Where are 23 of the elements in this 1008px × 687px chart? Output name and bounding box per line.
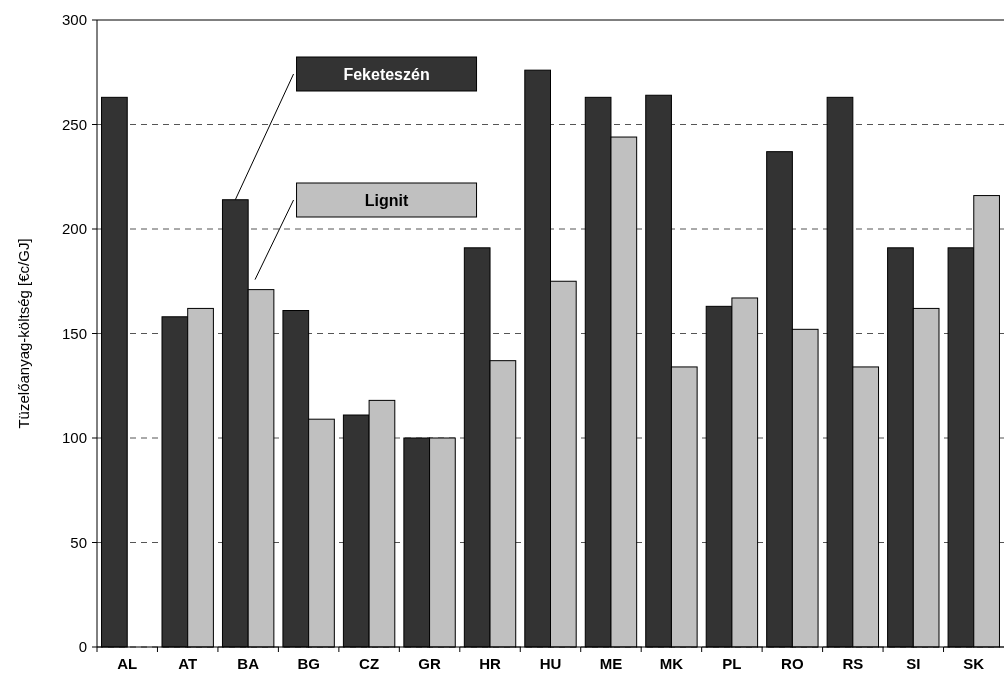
y-tick-label: 100: [61, 429, 87, 447]
x-tick-label: AT: [178, 655, 198, 672]
y-axis-title: Tüzelőanyag-költség [€c/GJ]: [15, 238, 32, 429]
x-tick-label: GR: [418, 655, 441, 672]
x-tick-label: AL: [117, 655, 138, 672]
x-tick-label: SK: [963, 655, 985, 672]
x-tick-label: CZ: [359, 655, 380, 672]
y-tick-label: 200: [61, 220, 87, 238]
x-tick-label: BG: [297, 655, 320, 672]
y-tick-label: 300: [61, 11, 87, 29]
y-tick-label: 250: [61, 115, 87, 133]
x-tick-label: MK: [659, 655, 684, 672]
x-tick-label: BA: [237, 655, 260, 672]
y-tick-label: 150: [61, 324, 87, 342]
y-tick-label: 50: [70, 533, 87, 551]
x-tick-label: HU: [539, 655, 562, 672]
x-tick-label: RS: [842, 655, 864, 672]
y-tick-label: 0: [78, 638, 87, 656]
x-tick-label: HR: [479, 655, 502, 672]
x-tick-label: RO: [781, 655, 804, 672]
x-tick-label: ME: [599, 655, 623, 672]
x-tick-label: SI: [906, 655, 921, 672]
x-tick-label: PL: [722, 655, 742, 672]
